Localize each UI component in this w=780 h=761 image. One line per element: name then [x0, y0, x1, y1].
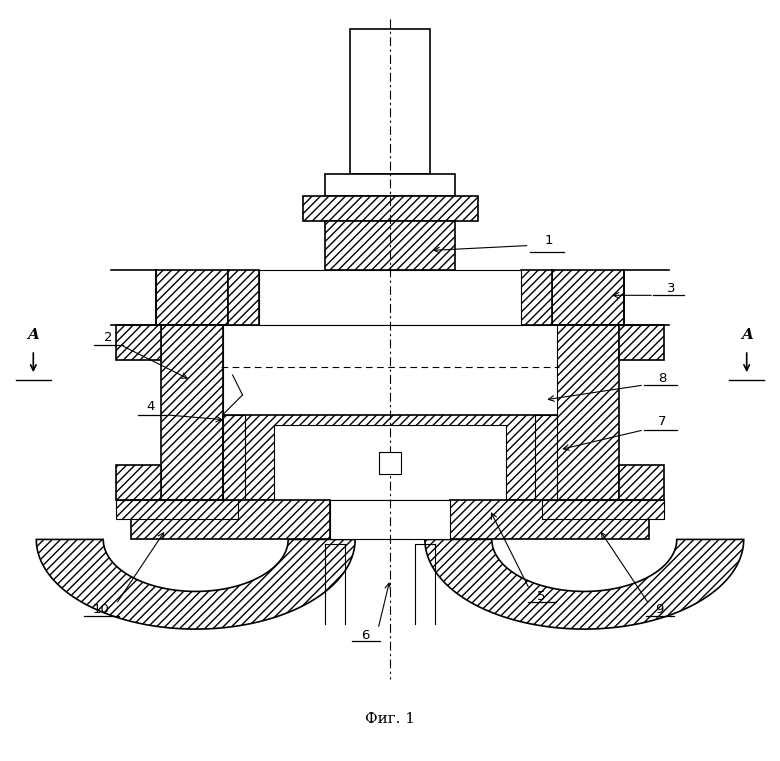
Bar — [303, 196, 477, 221]
Bar — [330, 499, 450, 540]
Text: 4: 4 — [147, 400, 155, 413]
Bar — [619, 325, 664, 360]
Text: A: A — [741, 328, 753, 342]
Text: 1: 1 — [544, 234, 553, 247]
Text: 8: 8 — [658, 371, 666, 384]
Text: 7: 7 — [658, 416, 667, 428]
Bar — [222, 415, 245, 499]
Bar — [260, 270, 520, 325]
Bar — [131, 499, 330, 540]
Bar — [379, 452, 401, 473]
Bar — [116, 465, 161, 499]
Bar — [535, 415, 558, 499]
Bar — [325, 221, 455, 270]
Bar — [520, 270, 552, 325]
Bar — [222, 415, 558, 499]
Polygon shape — [37, 540, 355, 629]
Bar — [116, 499, 238, 520]
Bar — [275, 425, 505, 499]
Bar — [619, 465, 664, 499]
Text: 6: 6 — [361, 629, 369, 642]
Bar — [542, 499, 664, 520]
Bar — [552, 270, 624, 325]
Text: A: A — [27, 328, 39, 342]
Text: 3: 3 — [667, 282, 675, 295]
Text: 5: 5 — [537, 590, 546, 603]
Bar — [156, 270, 228, 325]
Polygon shape — [425, 540, 743, 629]
Text: 2: 2 — [104, 331, 112, 344]
Text: 10: 10 — [93, 603, 109, 616]
Bar — [222, 325, 558, 415]
Text: Фиг. 1: Фиг. 1 — [365, 712, 415, 726]
Bar — [450, 499, 649, 540]
Bar — [558, 325, 619, 499]
Bar — [350, 29, 430, 174]
Text: 9: 9 — [655, 603, 663, 616]
Bar — [325, 174, 455, 196]
Bar — [161, 325, 222, 499]
Bar — [228, 270, 260, 325]
Bar — [116, 325, 161, 360]
